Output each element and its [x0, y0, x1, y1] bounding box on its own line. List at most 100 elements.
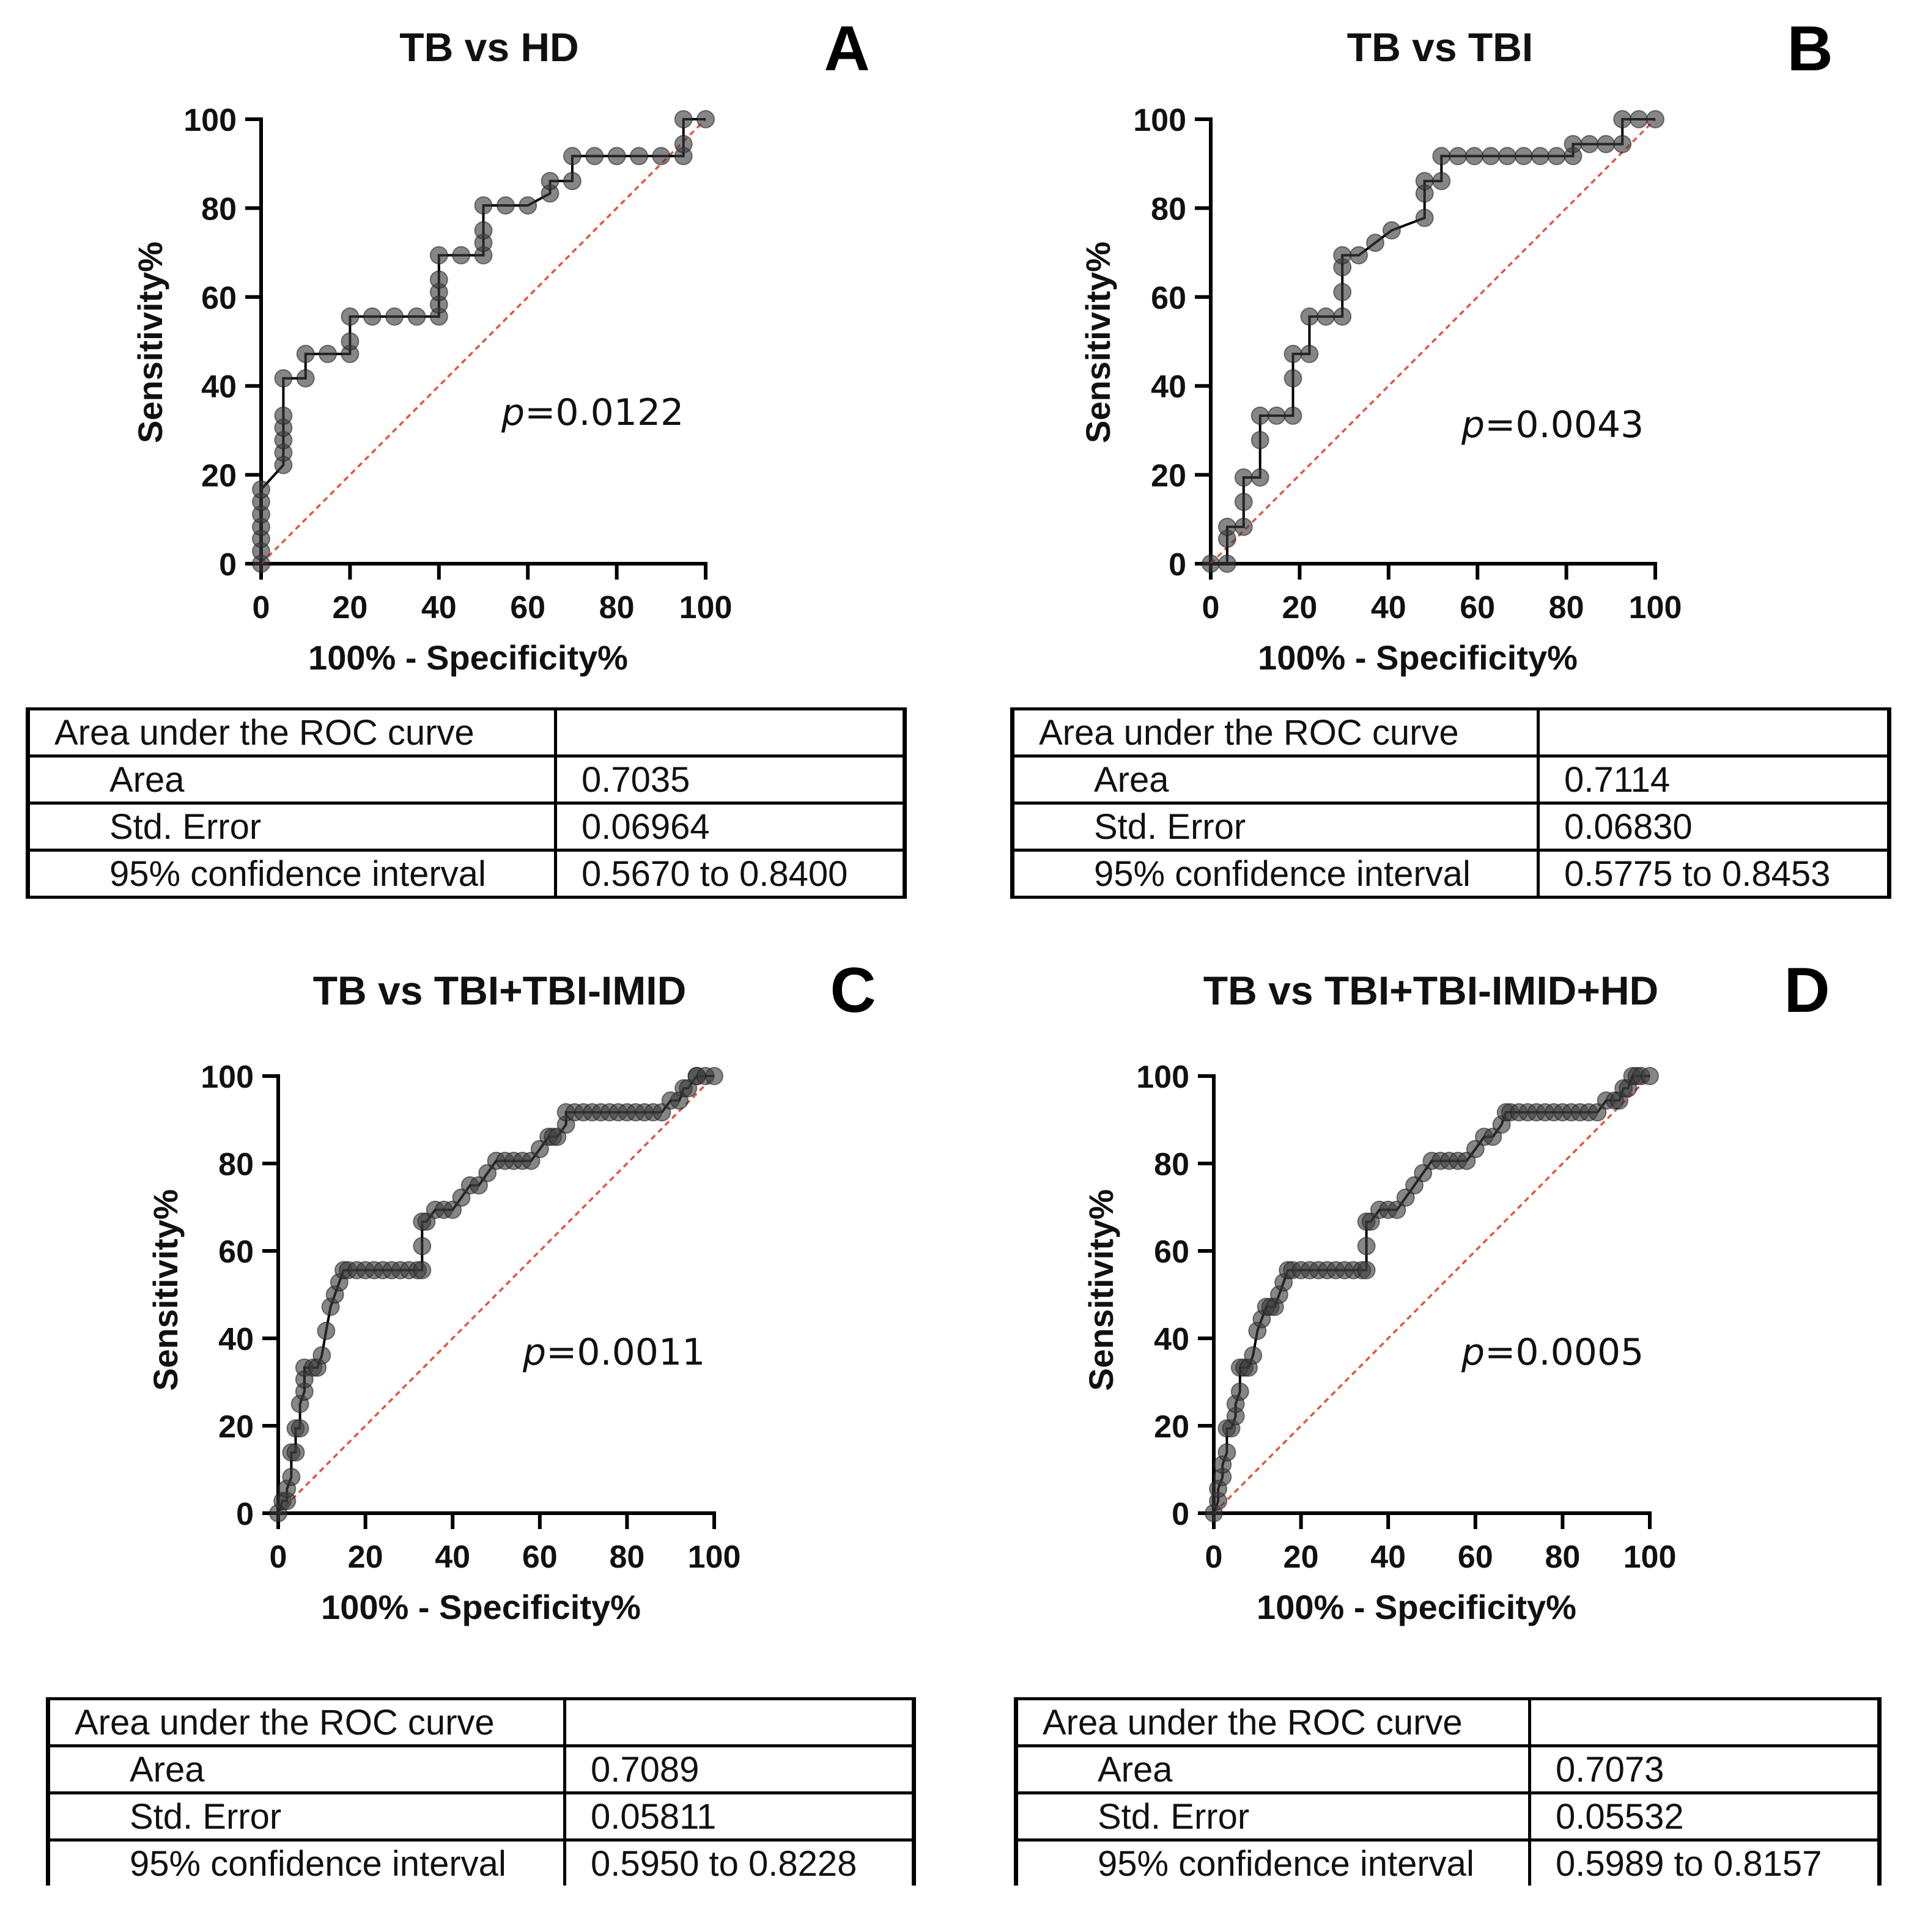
- y-tick-label: 100: [1136, 1060, 1189, 1095]
- roc-point: [1230, 1382, 1249, 1401]
- panel-letter: C: [830, 955, 876, 1026]
- roc-point: [1357, 1237, 1376, 1256]
- x-tick-label: 80: [609, 1539, 645, 1575]
- auc-table-header: Area under the ROC curve: [26, 707, 557, 758]
- roc-point: [312, 1346, 331, 1365]
- roc-point: [1234, 492, 1253, 511]
- roc-point: [1646, 110, 1664, 128]
- auc-table-row: 95% confidence interval 0.5950 to 0.8228: [46, 1838, 916, 1886]
- x-tick-label: 80: [1545, 1539, 1580, 1575]
- x-tick-label: 40: [1371, 590, 1406, 625]
- auc-row-label: Area: [26, 754, 557, 805]
- roc-point: [1202, 555, 1220, 573]
- roc-point: [563, 147, 582, 166]
- roc-point: [1317, 307, 1335, 326]
- auc-row-label: Std. Error: [26, 802, 557, 852]
- roc-point: [429, 270, 448, 289]
- auc-row-label: 95% confidence interval: [1014, 1838, 1531, 1886]
- p-value: p=0.0011: [522, 1331, 705, 1374]
- auc-row-value: 0.06964: [554, 802, 907, 852]
- auc-table-header: Area under the ROC curve: [1014, 1697, 1531, 1747]
- auc-table-d: Area under the ROC curve Area 0.7073 Std…: [1014, 1697, 1882, 1886]
- roc-point: [274, 406, 293, 425]
- roc-point: [519, 196, 537, 215]
- y-tick-label: 100: [201, 1060, 254, 1095]
- auc-table-row: 95% confidence interval 0.5670 to 0.8400: [26, 849, 907, 899]
- roc-point: [1597, 135, 1616, 153]
- y-tick-label: 60: [201, 281, 237, 316]
- y-tick-label: 60: [1151, 281, 1186, 316]
- roc-point: [1432, 147, 1451, 166]
- y-tick-label: 20: [1151, 459, 1186, 494]
- y-tick-label: 40: [1151, 369, 1186, 405]
- roc-panel-c: TB vs TBI+TBI-IMID C 0 20 40 60 80 100 0 20 40 60 80…: [146, 955, 876, 1626]
- auc-row-label: Std. Error: [1014, 1791, 1531, 1842]
- auc-table-a: Area under the ROC curve Area 0.7035 Std…: [26, 707, 907, 899]
- y-tick-label: 80: [1151, 191, 1186, 227]
- roc-point: [429, 246, 448, 265]
- auc-table-header-blank: [1528, 1697, 1882, 1747]
- roc-point: [1284, 369, 1302, 388]
- x-tick-label: 80: [599, 590, 635, 625]
- roc-point: [296, 344, 315, 363]
- chart-title: TB vs HD: [399, 24, 578, 70]
- x-tick-label: 80: [1549, 590, 1584, 625]
- auc-row-label: Std. Error: [1010, 802, 1540, 852]
- roc-point: [1244, 1346, 1263, 1365]
- auc-table-row: Area 0.7073: [1014, 1744, 1882, 1794]
- roc-point: [413, 1261, 432, 1280]
- roc-point: [413, 1237, 432, 1256]
- auc-table-row: Std. Error 0.05811: [46, 1791, 916, 1842]
- auc-table-header: Area under the ROC curve: [1010, 707, 1540, 758]
- roc-point: [1350, 246, 1368, 265]
- auc-row-label: Std. Error: [46, 1791, 566, 1842]
- y-tick-label: 100: [183, 103, 237, 138]
- x-axis-label: 100% - Specificity%: [308, 638, 628, 677]
- chart-title: TB vs TBI+TBI-IMID: [313, 968, 687, 1013]
- p-value-number: =0.0122: [525, 391, 684, 434]
- auc-table-header-row: Area under the ROC curve: [46, 1697, 916, 1747]
- x-tick-label: 0: [270, 1539, 287, 1575]
- roc-point: [1300, 307, 1319, 326]
- y-axis-label: Sensitivity%: [1079, 242, 1117, 443]
- x-tick-label: 100: [688, 1539, 741, 1575]
- auc-row-value: 0.7089: [563, 1744, 916, 1794]
- p-value-symbol: p: [1461, 404, 1485, 446]
- roc-point: [1498, 147, 1516, 166]
- roc-point: [1415, 208, 1434, 227]
- panel-letter: D: [1784, 955, 1830, 1026]
- auc-table-header: Area under the ROC curve: [46, 1697, 566, 1747]
- x-tick-label: 20: [1282, 590, 1317, 625]
- y-tick-label: 0: [1172, 1497, 1189, 1532]
- roc-point: [290, 1419, 309, 1438]
- auc-row-label: Area: [1014, 1744, 1531, 1794]
- auc-row-value: 0.06830: [1537, 802, 1891, 852]
- x-axis-label: 100% - Specificity%: [321, 1588, 641, 1626]
- roc-point: [274, 369, 293, 388]
- x-tick-label: 100: [679, 590, 733, 625]
- panel-letter: A: [824, 13, 870, 84]
- auc-table-header-blank: [563, 1697, 916, 1747]
- y-tick-label: 80: [218, 1147, 254, 1182]
- roc-point: [1641, 1067, 1659, 1085]
- p-value-number: =0.0011: [546, 1331, 705, 1374]
- x-tick-label: 20: [348, 1539, 383, 1575]
- y-tick-label: 40: [1154, 1322, 1189, 1357]
- p-value: p=0.0122: [501, 391, 684, 434]
- roc-point: [282, 1467, 301, 1486]
- roc-point: [1217, 1443, 1236, 1462]
- identity-line: [260, 118, 707, 565]
- roc-point: [1613, 110, 1632, 128]
- roc-point: [1357, 1261, 1376, 1280]
- auc-table-row: Std. Error 0.06830: [1010, 802, 1891, 852]
- roc-point: [1333, 282, 1352, 301]
- roc-point: [341, 332, 360, 351]
- x-tick-label: 60: [1460, 590, 1495, 625]
- roc-point: [696, 110, 715, 128]
- auc-row-value: 0.05811: [563, 1791, 916, 1842]
- roc-point: [1613, 135, 1632, 153]
- roc-point: [1382, 221, 1401, 240]
- roc-point: [541, 172, 560, 191]
- roc-point: [1217, 517, 1236, 536]
